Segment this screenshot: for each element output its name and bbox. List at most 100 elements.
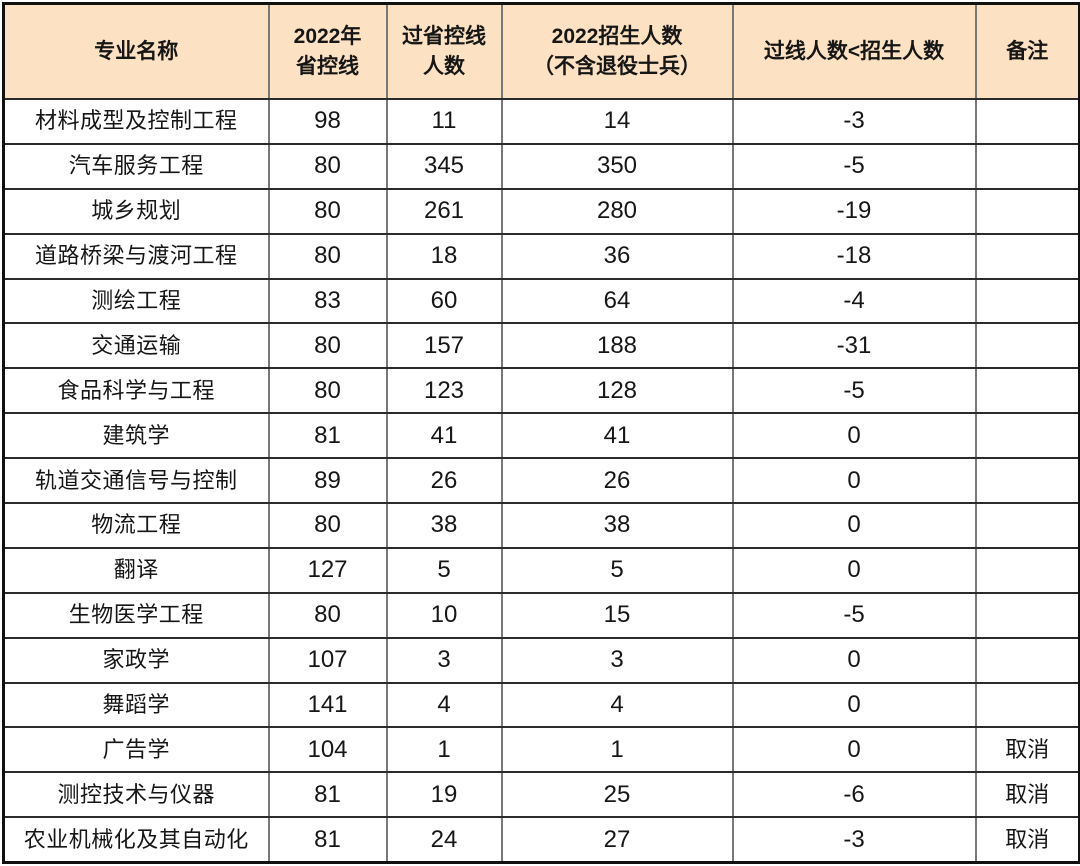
value-cell: -5 [732,143,977,190]
table-row: 建筑学 81 41 41 0 [3,413,1080,460]
major-name-cell: 轨道交通信号与控制 [3,458,270,505]
table-row: 物流工程 80 38 38 0 [3,503,1080,549]
value-cell: -5 [732,592,977,639]
value-cell: -6 [732,772,977,819]
remark-cell [975,188,1080,235]
value-cell: 0 [732,682,977,729]
table-row: 轨道交通信号与控制 89 26 26 0 [3,458,1080,505]
value-cell: -18 [732,233,977,280]
remark-cell [975,233,1080,280]
value-cell: 350 [501,143,734,190]
remark-cell [975,99,1080,145]
table-row: 食品科学与工程 80 123 128 -5 [3,368,1080,415]
value-cell: 141 [268,682,388,729]
column-header-4: 过线人数<招生人数 [732,3,977,100]
table-row: 农业机械化及其自动化 81 24 27 -3 取消 [3,817,1080,864]
value-cell: 14 [501,99,734,145]
value-cell: 5 [386,547,503,594]
remark-cell: 取消 [975,772,1080,819]
column-header-1: 2022年 省控线 [268,3,388,100]
remark-cell: 取消 [975,727,1080,774]
table-row: 翻译 127 5 5 0 [3,547,1080,594]
major-name-cell: 翻译 [3,547,270,594]
remark-cell [975,592,1080,639]
value-cell: 19 [386,772,503,819]
column-header-0: 专业名称 [3,3,270,100]
value-cell: 0 [732,547,977,594]
value-cell: 80 [268,143,388,190]
major-name-cell: 物流工程 [3,503,270,549]
remark-cell [975,547,1080,594]
value-cell: 89 [268,458,388,505]
major-name-cell: 建筑学 [3,413,270,460]
major-name-cell: 食品科学与工程 [3,368,270,415]
value-cell: 123 [386,368,503,415]
value-cell: 104 [268,727,388,774]
value-cell: -3 [732,99,977,145]
value-cell: 11 [386,99,503,145]
header-row: 专业名称 2022年 省控线 过省控线 人数 2022招生人数 （不含退役士兵） 过线人… [3,3,1080,100]
value-cell: 80 [268,233,388,280]
value-cell: 5 [501,547,734,594]
major-name-cell: 材料成型及控制工程 [3,99,270,145]
column-header-3: 2022招生人数 （不含退役士兵） [501,3,734,100]
value-cell: 345 [386,143,503,190]
value-cell: 0 [732,503,977,549]
value-cell: 10 [386,592,503,639]
value-cell: -5 [732,368,977,415]
value-cell: 80 [268,188,388,235]
remark-cell [975,143,1080,190]
value-cell: 80 [268,592,388,639]
table-row: 城乡规划 80 261 280 -19 [3,188,1080,235]
major-name-cell: 家政学 [3,637,270,684]
major-name-cell: 城乡规划 [3,188,270,235]
table-body: 材料成型及控制工程 98 11 14 -3 汽车服务工程 80 345 350 -5 城乡规划 80 2… [3,99,1080,864]
table-row: 广告学 104 1 1 0 取消 [3,727,1080,774]
value-cell: 4 [386,682,503,729]
remark-cell [975,413,1080,460]
remark-cell [975,503,1080,549]
value-cell: 0 [732,637,977,684]
major-name-cell: 道路桥梁与渡河工程 [3,233,270,280]
value-cell: 81 [268,413,388,460]
table-row: 交通运输 80 157 188 -31 [3,323,1080,370]
remark-cell [975,323,1080,370]
major-name-cell: 生物医学工程 [3,592,270,639]
table-row: 生物医学工程 80 10 15 -5 [3,592,1080,639]
table-row: 测绘工程 83 60 64 -4 [3,278,1080,325]
column-header-2: 过省控线 人数 [386,3,503,100]
value-cell: 3 [386,637,503,684]
value-cell: 41 [501,413,734,460]
value-cell: 0 [732,458,977,505]
remark-cell [975,458,1080,505]
value-cell: 83 [268,278,388,325]
value-cell: 261 [386,188,503,235]
value-cell: 188 [501,323,734,370]
value-cell: 280 [501,188,734,235]
table-row: 材料成型及控制工程 98 11 14 -3 [3,99,1080,145]
major-name-cell: 测绘工程 [3,278,270,325]
major-name-cell: 汽车服务工程 [3,143,270,190]
value-cell: 98 [268,99,388,145]
table-row: 舞蹈学 141 4 4 0 [3,682,1080,729]
value-cell: 80 [268,323,388,370]
value-cell: 38 [386,503,503,549]
value-cell: 41 [386,413,503,460]
value-cell: -3 [732,817,977,864]
column-header-5: 备注 [975,3,1080,100]
table-header: 专业名称 2022年 省控线 过省控线 人数 2022招生人数 （不含退役士兵） 过线人… [3,3,1080,100]
value-cell: 64 [501,278,734,325]
value-cell: 157 [386,323,503,370]
value-cell: 27 [501,817,734,864]
value-cell: 25 [501,772,734,819]
value-cell: -31 [732,323,977,370]
remark-cell [975,637,1080,684]
value-cell: 81 [268,817,388,864]
remark-cell [975,682,1080,729]
value-cell: 1 [501,727,734,774]
value-cell: -19 [732,188,977,235]
major-name-cell: 交通运输 [3,323,270,370]
value-cell: 127 [268,547,388,594]
value-cell: 26 [501,458,734,505]
value-cell: 18 [386,233,503,280]
